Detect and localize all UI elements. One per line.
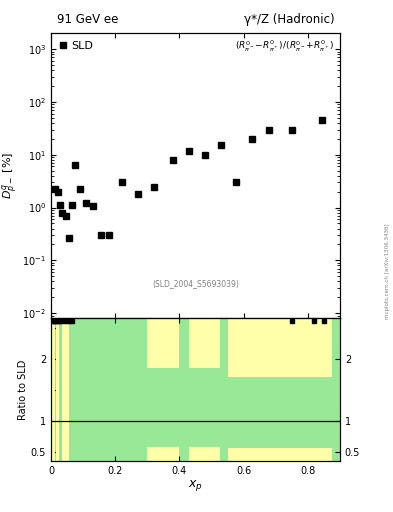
SLD <box>60 209 65 216</box>
Bar <box>284 318 332 377</box>
SLD <box>119 179 124 185</box>
SLD <box>58 202 62 208</box>
Text: γ*/Z (Hadronic): γ*/Z (Hadronic) <box>244 13 334 26</box>
Bar <box>189 318 220 368</box>
SLD <box>66 234 71 241</box>
Bar <box>147 318 180 368</box>
SLD <box>151 183 156 189</box>
SLD <box>99 232 103 238</box>
SLD <box>320 117 325 123</box>
Text: 91 GeV ee: 91 GeV ee <box>57 13 118 26</box>
SLD <box>63 212 68 219</box>
Legend: SLD: SLD <box>57 39 95 53</box>
Bar <box>228 449 284 461</box>
SLD <box>73 162 77 168</box>
Bar <box>284 449 332 461</box>
Bar <box>228 318 284 377</box>
Bar <box>51 318 55 461</box>
SLD <box>171 157 175 163</box>
Text: (SLD_2004_S5693039): (SLD_2004_S5693039) <box>152 280 239 289</box>
Bar <box>56 318 59 461</box>
Bar <box>147 446 180 461</box>
Text: mcplots.cern.ch [arXiv:1306.3436]: mcplots.cern.ch [arXiv:1306.3436] <box>385 224 390 319</box>
SLD <box>90 203 95 209</box>
SLD <box>53 186 58 193</box>
Y-axis label: $D^{q}_{p-}$ [%]: $D^{q}_{p-}$ [%] <box>0 152 20 199</box>
Text: $(R^{0}_{\pi^-}\!-\!R^{0}_{\pi^+})/(R^{0}_{\pi^-}\!+\!R^{0}_{\pi^+})$: $(R^{0}_{\pi^-}\!-\!R^{0}_{\pi^+})/(R^{0… <box>235 39 334 54</box>
Y-axis label: Ratio to SLD: Ratio to SLD <box>18 359 28 420</box>
SLD <box>267 126 272 133</box>
SLD <box>84 200 89 206</box>
Line: SLD: SLD <box>53 118 325 240</box>
SLD <box>233 179 238 185</box>
SLD <box>289 126 294 133</box>
SLD <box>107 232 111 238</box>
Bar <box>189 446 220 461</box>
SLD <box>219 142 224 148</box>
SLD <box>203 152 208 158</box>
X-axis label: $x_p$: $x_p$ <box>188 478 203 494</box>
SLD <box>78 186 83 193</box>
SLD <box>55 188 60 195</box>
SLD <box>70 202 74 208</box>
SLD <box>187 147 191 154</box>
SLD <box>136 191 140 197</box>
Bar <box>62 318 69 461</box>
SLD <box>249 136 254 142</box>
